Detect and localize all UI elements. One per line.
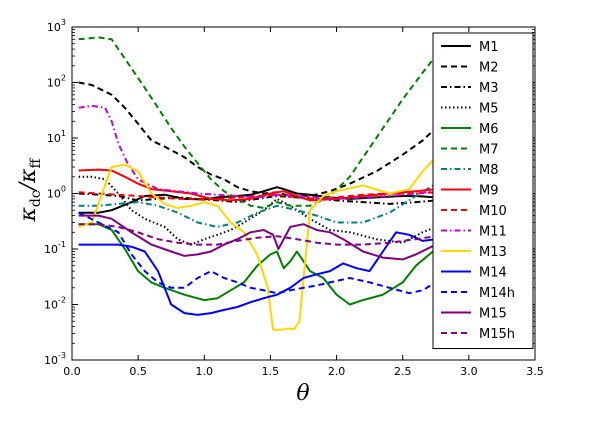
y-tick-label: 10-2 (44, 296, 66, 312)
legend-label-m9: M9 (479, 184, 499, 199)
legend-label-m1: M1 (479, 40, 499, 55)
x-tick-label: 0.5 (129, 365, 147, 378)
legend-label-m13: M13 (479, 245, 507, 260)
series-line-m14 (78, 231, 436, 316)
y-label-sub-ff: ff (28, 157, 44, 168)
y-axis-label: κdc/κff (16, 157, 44, 222)
y-tick-base: 10 (44, 354, 58, 367)
legend-box (432, 32, 534, 349)
y-tick-base: 10 (44, 243, 58, 256)
series-line-m15h (78, 223, 436, 246)
series-line-m6 (78, 223, 437, 306)
x-tick-label: 1.5 (262, 365, 280, 378)
legend-label-m10: M10 (479, 204, 507, 219)
legend-label-m7: M7 (479, 143, 499, 158)
y-tick-exp: 1 (61, 129, 66, 138)
legend-label-m2: M2 (479, 61, 499, 76)
y-tick-label: 10-1 (44, 240, 66, 256)
series-line-m7 (78, 36, 437, 209)
x-tick-label: 2.5 (394, 365, 412, 378)
tick-labels: 0.0 0.5 1.0 1.5 2.0 2.5 3.0 3.510310210110010-1… (44, 18, 544, 378)
axis-labels: θ κdc/κff (16, 157, 310, 406)
y-tick-base: 10 (47, 77, 61, 90)
series-line-m13 (78, 156, 437, 331)
legend-label-m14h: M14h (479, 286, 515, 301)
y-label-sub-dc: dc (28, 190, 44, 207)
y-tick-base: 10 (44, 299, 58, 312)
y-tick-label: 10-3 (44, 351, 66, 367)
legend-label-m8: M8 (479, 163, 499, 178)
series-line-m2 (78, 81, 437, 197)
legend-label-m3: M3 (479, 81, 499, 96)
y-tick-label: 103 (47, 18, 66, 34)
y-tick-exp: 3 (61, 18, 66, 27)
series-line-m8 (78, 182, 437, 228)
y-tick-label: 102 (47, 74, 66, 90)
legend-label-m15: M15 (479, 307, 507, 322)
x-tick-label: 1.0 (196, 365, 214, 378)
series-line-m15 (78, 214, 437, 261)
series-line-m3 (78, 192, 436, 205)
x-tick-label: 0.0 (63, 365, 81, 378)
y-tick-label: 101 (47, 129, 66, 145)
y-tick-exp: -1 (58, 240, 66, 249)
y-tick-exp: -2 (58, 296, 66, 305)
legend-label-m6: M6 (479, 122, 499, 137)
legend-label-m15h: M15h (479, 327, 515, 342)
x-tick-label: 3.0 (460, 365, 478, 378)
x-axis-label: θ (296, 381, 309, 406)
legend-label-m5: M5 (479, 102, 499, 117)
y-label-kappa-1: κ (16, 207, 41, 223)
y-tick-label: 100 (47, 185, 66, 201)
legend: M1 M2 M3 M5 M6 M7 M8 M9 M10 M11 M13 M14 M14h M15 M15h (432, 32, 534, 349)
legend-label-m11: M11 (479, 225, 507, 240)
y-label-kappa-2: /κ (16, 168, 41, 192)
series-line-m11 (78, 104, 436, 200)
x-tick-label: 2.0 (328, 365, 346, 378)
x-tick-label: 3.5 (526, 365, 544, 378)
y-tick-base: 10 (47, 132, 61, 145)
y-tick-exp: 2 (61, 74, 66, 83)
y-tick-base: 10 (47, 188, 61, 201)
y-tick-exp: 0 (61, 185, 66, 194)
series-lines (78, 36, 437, 331)
series-line-m5 (78, 175, 437, 246)
series-line-m9 (78, 168, 436, 202)
legend-label-m14: M14 (479, 266, 507, 281)
y-tick-exp: -3 (58, 351, 66, 360)
series-line-m14h (78, 211, 437, 295)
y-tick-base: 10 (47, 21, 61, 34)
